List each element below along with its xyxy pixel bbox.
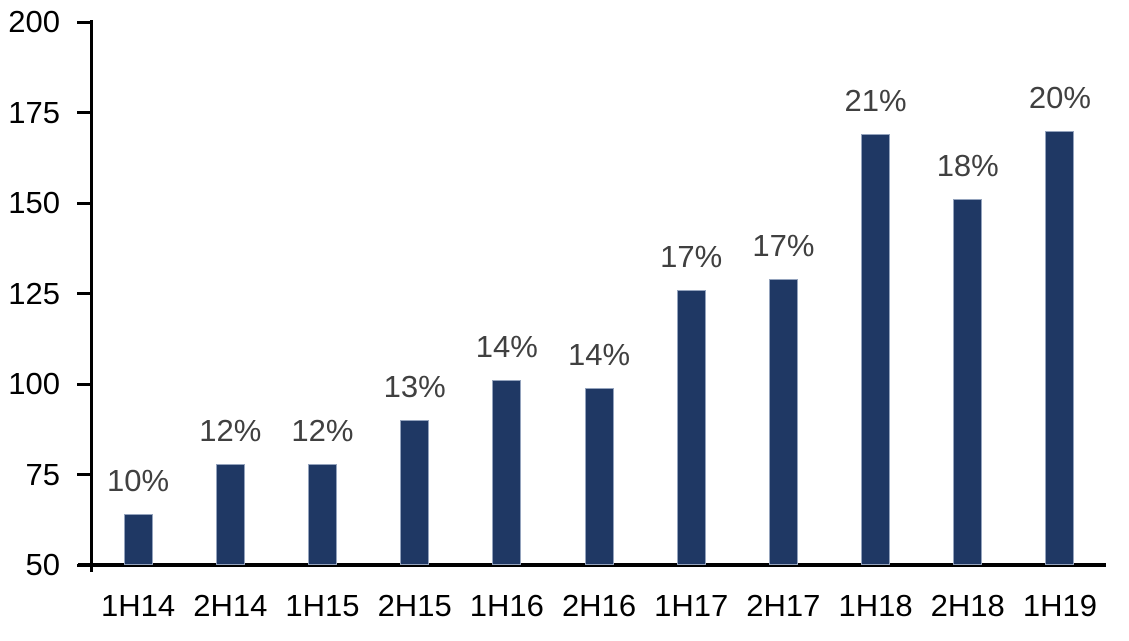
- y-tick-label: 175: [8, 94, 60, 130]
- y-tick-mark: [77, 563, 91, 567]
- x-category-label: 2H15: [377, 588, 452, 623]
- bar-value-label: 14%: [567, 336, 631, 372]
- y-tick-label: 50: [25, 547, 60, 582]
- y-axis-line: [90, 20, 93, 572]
- bar-2H14: [215, 463, 245, 565]
- bar-1H18: [861, 134, 891, 565]
- y-tick-mark: [77, 111, 91, 114]
- y-tick-mark: [77, 382, 91, 386]
- bar-2H18: [953, 199, 983, 565]
- y-tick-label: 100: [8, 366, 60, 401]
- bar-2H16: [584, 387, 614, 565]
- x-category-label: 1H16: [469, 588, 544, 623]
- bar-1H17: [676, 289, 706, 565]
- bar-2H17: [768, 279, 798, 565]
- y-tick-label: 200: [8, 4, 60, 39]
- bar-value-label: 17%: [660, 238, 723, 274]
- bar-value-label: 12%: [291, 412, 354, 448]
- x-category-label: 1H17: [654, 588, 729, 623]
- bar-value-label: 14%: [475, 329, 538, 365]
- x-category-label: 1H19: [1022, 588, 1097, 623]
- bar-value-label: 12%: [199, 412, 262, 448]
- x-category-label: 2H17: [746, 588, 821, 623]
- y-tick-label: 75: [25, 456, 60, 492]
- y-tick-mark: [77, 473, 91, 476]
- x-category-label: 2H18: [930, 588, 1005, 623]
- x-category-label: 1H15: [285, 588, 360, 623]
- bar-1H16: [492, 380, 522, 565]
- bar-value-label: 20%: [1028, 79, 1091, 115]
- x-category-label: 1H14: [101, 588, 176, 623]
- bar-1H19: [1045, 130, 1075, 565]
- y-tick-label: 125: [8, 275, 60, 311]
- y-tick-mark: [77, 20, 91, 24]
- bar-value-label: 18%: [936, 148, 999, 184]
- bar-value-label: 13%: [383, 369, 446, 405]
- y-tick-label: 150: [8, 185, 60, 220]
- y-tick-mark: [77, 201, 91, 205]
- bar-2H15: [400, 420, 430, 565]
- bar-value-label: 17%: [752, 228, 815, 264]
- x-category-label: 2H14: [193, 588, 268, 623]
- x-axis-line: [78, 563, 1106, 567]
- bar-value-label: 21%: [844, 83, 907, 119]
- x-category-label: 1H18: [838, 588, 913, 623]
- bar-1H14: [123, 514, 153, 565]
- bar-1H15: [307, 463, 337, 565]
- x-category-label: 2H16: [561, 588, 637, 623]
- bar-value-label: 10%: [107, 463, 170, 499]
- y-tick-mark: [77, 292, 91, 295]
